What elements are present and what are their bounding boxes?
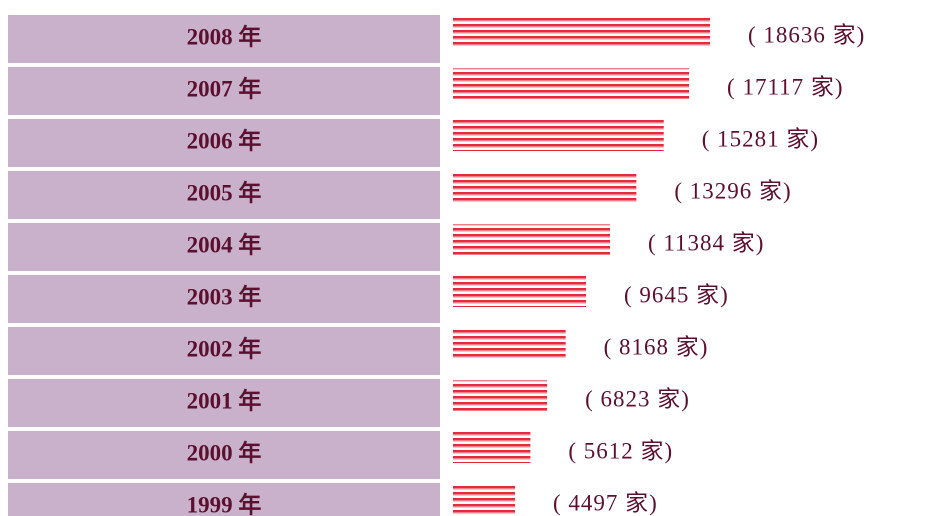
value-label: ( 15281 家)	[702, 126, 819, 151]
value-label: ( 18636 家)	[748, 22, 865, 47]
value-label: ( 6823 家)	[585, 386, 690, 411]
row-cell	[8, 431, 440, 479]
row-cell	[8, 119, 440, 167]
row-cell	[8, 327, 440, 375]
row-cell	[8, 379, 440, 427]
bar	[453, 120, 664, 151]
bar	[453, 172, 637, 203]
row-cell	[8, 171, 440, 219]
category-label: 2005 年	[187, 179, 262, 205]
bar	[453, 328, 566, 359]
category-label: 2000 年	[187, 439, 262, 465]
value-label: ( 4497 家)	[553, 490, 658, 515]
bar	[453, 380, 548, 411]
category-label: 2008 年	[187, 23, 262, 49]
category-label: 2003 年	[187, 283, 262, 309]
category-label: 2001 年	[187, 387, 262, 413]
value-label: ( 17117 家)	[727, 74, 843, 99]
value-label: ( 11384 家)	[648, 230, 764, 255]
row-cell	[8, 15, 440, 63]
value-label: ( 5612 家)	[568, 438, 673, 463]
category-label: 2007 年	[187, 75, 262, 101]
row-cell	[8, 223, 440, 271]
row-cell	[8, 483, 440, 516]
bar	[453, 68, 690, 99]
bar	[453, 432, 531, 463]
bar	[453, 276, 587, 307]
category-label: 2002 年	[187, 335, 262, 361]
bar	[453, 224, 610, 255]
category-label: 2004 年	[187, 231, 262, 257]
value-label: ( 8168 家)	[604, 334, 709, 359]
bar	[453, 16, 710, 47]
value-label: ( 9645 家)	[624, 282, 729, 307]
value-label: ( 13296 家)	[674, 178, 791, 203]
category-label: 1999 年	[187, 491, 262, 516]
row-cell	[8, 275, 440, 323]
category-label: 2006 年	[187, 127, 262, 153]
row-cell	[8, 67, 440, 115]
bar	[453, 484, 516, 515]
